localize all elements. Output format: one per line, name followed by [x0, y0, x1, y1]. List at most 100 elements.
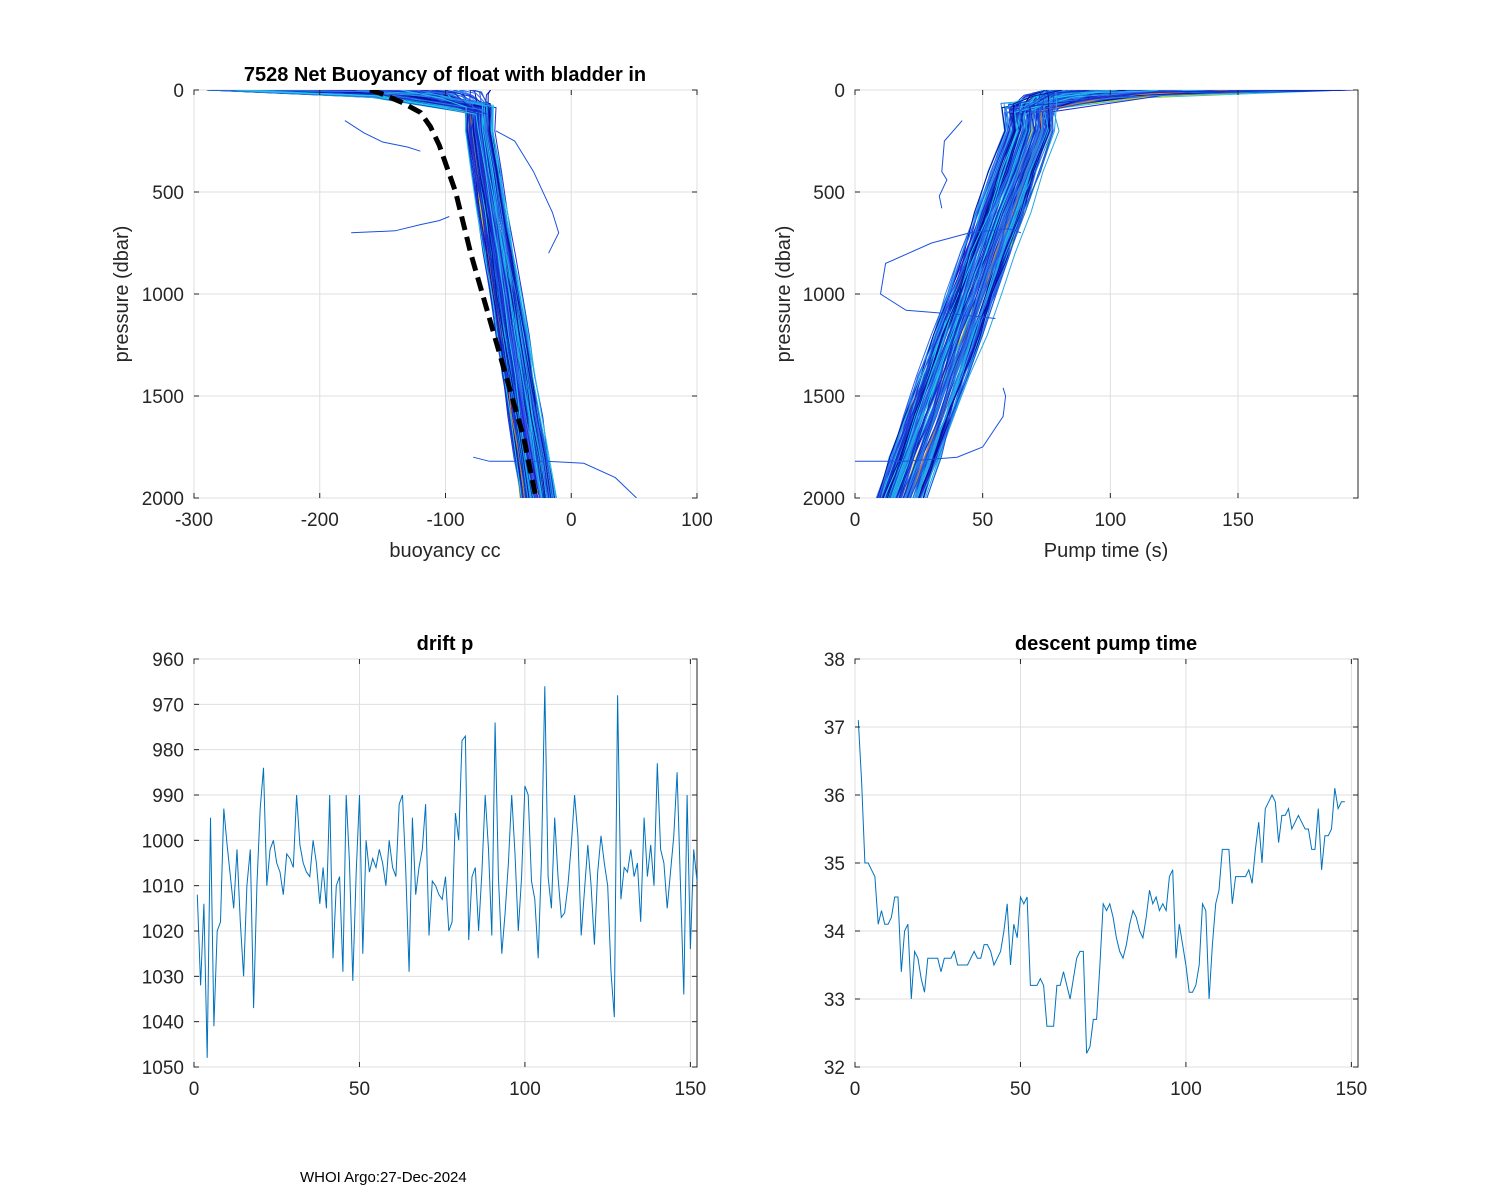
x-tick-label: -100: [426, 510, 464, 531]
x-tick-label: 100: [681, 510, 713, 531]
net-buoyancy-outlier-line: [473, 456, 637, 498]
y-tick-label: 1010: [142, 877, 184, 898]
y-tick-label: 1500: [803, 387, 845, 408]
y-tick-label: 970: [152, 695, 184, 716]
pump-time-profile-profile-line: [898, 90, 1074, 498]
descent-pump-time-series-line: [857, 720, 1345, 1054]
y-tick-label: 36: [824, 786, 845, 807]
descent-pump-lines: [857, 720, 1345, 1054]
y-tick-label: 1040: [142, 1013, 184, 1034]
y-tick-label: 1000: [803, 285, 845, 306]
pump-time-profile-profile-line: [902, 90, 1337, 498]
pump-time-profile-profile-line: [912, 90, 1068, 498]
pump-time-profile-outlier-line: [855, 387, 1007, 462]
x-tick-label: 100: [1094, 510, 1126, 531]
x-tick-label: 100: [1170, 1079, 1202, 1100]
y-tick-label: 37: [824, 718, 845, 739]
y-tick-label: 34: [824, 922, 846, 943]
pump-time-profile-profile-line: [883, 90, 1200, 498]
x-tick-label: 50: [972, 510, 993, 531]
y-tick-label: 500: [813, 183, 845, 204]
x-tick-label: 50: [349, 1079, 370, 1100]
net-buoyancy-profile-line: [372, 90, 533, 498]
pump-time-profile-profile-line: [905, 90, 1317, 498]
y-tick-label: 1050: [142, 1058, 184, 1079]
y-tick-label: 1030: [142, 967, 184, 988]
pump-time-profile-profile-line: [914, 90, 1117, 498]
descent-pump-title: descent pump time: [1015, 633, 1197, 655]
footer-stamp: WHOI Argo:27-Dec-2024: [300, 1169, 467, 1186]
pump-time-profile-profile-line: [879, 90, 1164, 498]
y-tick-label: 32: [824, 1058, 845, 1079]
pump-time-profile-profile-line: [910, 90, 1060, 498]
y-tick-label: 1500: [142, 387, 184, 408]
x-tick-label: -300: [175, 510, 213, 531]
net-buoyancy-profile-line: [355, 90, 551, 498]
drift-p-lines: [196, 686, 697, 1058]
pump-time-profile-profile-line: [926, 90, 1056, 498]
drift-p-series-line: [196, 686, 697, 1058]
net-buoyancy-title: 7528 Net Buoyancy of float with bladder …: [244, 64, 646, 86]
x-tick-label: 0: [850, 1079, 861, 1100]
net-buoyancy-xlabel: buoyancy cc: [389, 540, 500, 562]
descent-pump-grid: [854, 658, 1358, 1068]
y-tick-label: 38: [824, 650, 845, 671]
net-buoyancy-profile-line: [420, 90, 533, 498]
x-tick-label: 0: [189, 1079, 200, 1100]
y-tick-label: 1020: [142, 922, 184, 943]
net-buoyancy-outlier-line: [351, 216, 450, 234]
y-tick-label: 960: [152, 650, 184, 671]
x-tick-label: -200: [301, 510, 339, 531]
y-tick-label: 1000: [142, 831, 184, 852]
pump-time-ylabel: pressure (dbar): [773, 226, 795, 363]
net-buoyancy-profile-line: [222, 90, 557, 498]
net-buoyancy-profile-line: [269, 90, 536, 498]
y-tick-label: 990: [152, 786, 184, 807]
net-buoyancy-profile-line: [346, 90, 554, 498]
y-tick-label: 35: [824, 854, 845, 875]
descent-pump-ticks: 0 50 100 150 32 33 34 35 36 37 38: [824, 650, 1367, 1100]
net-buoyancy-outlier-line: [495, 130, 560, 254]
y-tick-label: 0: [834, 81, 845, 102]
drift-p-grid: [193, 658, 697, 1068]
pump-time-xlabel: Pump time (s): [1044, 540, 1168, 562]
y-tick-label: 500: [152, 183, 184, 204]
pump-time-lines: [855, 90, 1356, 498]
net-buoyancy-profile-line: [356, 90, 548, 498]
pump-time-profile-profile-line: [889, 90, 1081, 498]
net-buoyancy-profile-line: [400, 90, 522, 498]
pump-time-profile-outlier-line: [879, 228, 1022, 319]
x-tick-label: 0: [566, 510, 577, 531]
y-tick-label: 33: [824, 990, 845, 1011]
descent-pump-panel: 0 50 100 150 32 33 34 35 36 37 38 descent pump tim…: [824, 633, 1367, 1100]
pump-time-profile-outlier-line: [938, 120, 963, 209]
y-tick-label: 1000: [142, 285, 184, 306]
net-buoyancy-profile-line: [235, 90, 534, 498]
reference-dashed-line: [369, 90, 539, 498]
y-tick-label: 2000: [803, 489, 845, 510]
drift-p-ticks: 0 50 100 150 960 970 980 990 1000 1010 1020 1030 104…: [142, 650, 707, 1100]
net-buoyancy-outlier-line: [344, 120, 421, 152]
x-tick-label: 0: [850, 510, 861, 531]
net-buoyancy-lines: [206, 90, 637, 498]
drift-p-title: drift p: [417, 633, 474, 655]
x-tick-label: 150: [1222, 510, 1254, 531]
pump-time-profile-profile-line: [912, 90, 1154, 498]
pump-time-profile-profile-line: [881, 90, 1048, 498]
net-buoyancy-ylabel: pressure (dbar): [111, 226, 133, 363]
x-tick-label: 150: [1336, 1079, 1368, 1100]
x-tick-label: 100: [509, 1079, 541, 1100]
pump-time-profile-profile-line: [877, 90, 1130, 498]
pump-time-profile-profile-line: [903, 90, 1092, 498]
x-tick-label: 50: [1010, 1079, 1031, 1100]
drift-p-panel: 0 50 100 150 960 970 980 990 1000 1010 1020 1030 104…: [142, 633, 707, 1100]
net-buoyancy-profile-line: [206, 90, 542, 498]
pump-time-profile-profile-line: [886, 90, 1063, 498]
y-tick-label: 0: [173, 81, 184, 102]
y-tick-label: 2000: [142, 489, 184, 510]
